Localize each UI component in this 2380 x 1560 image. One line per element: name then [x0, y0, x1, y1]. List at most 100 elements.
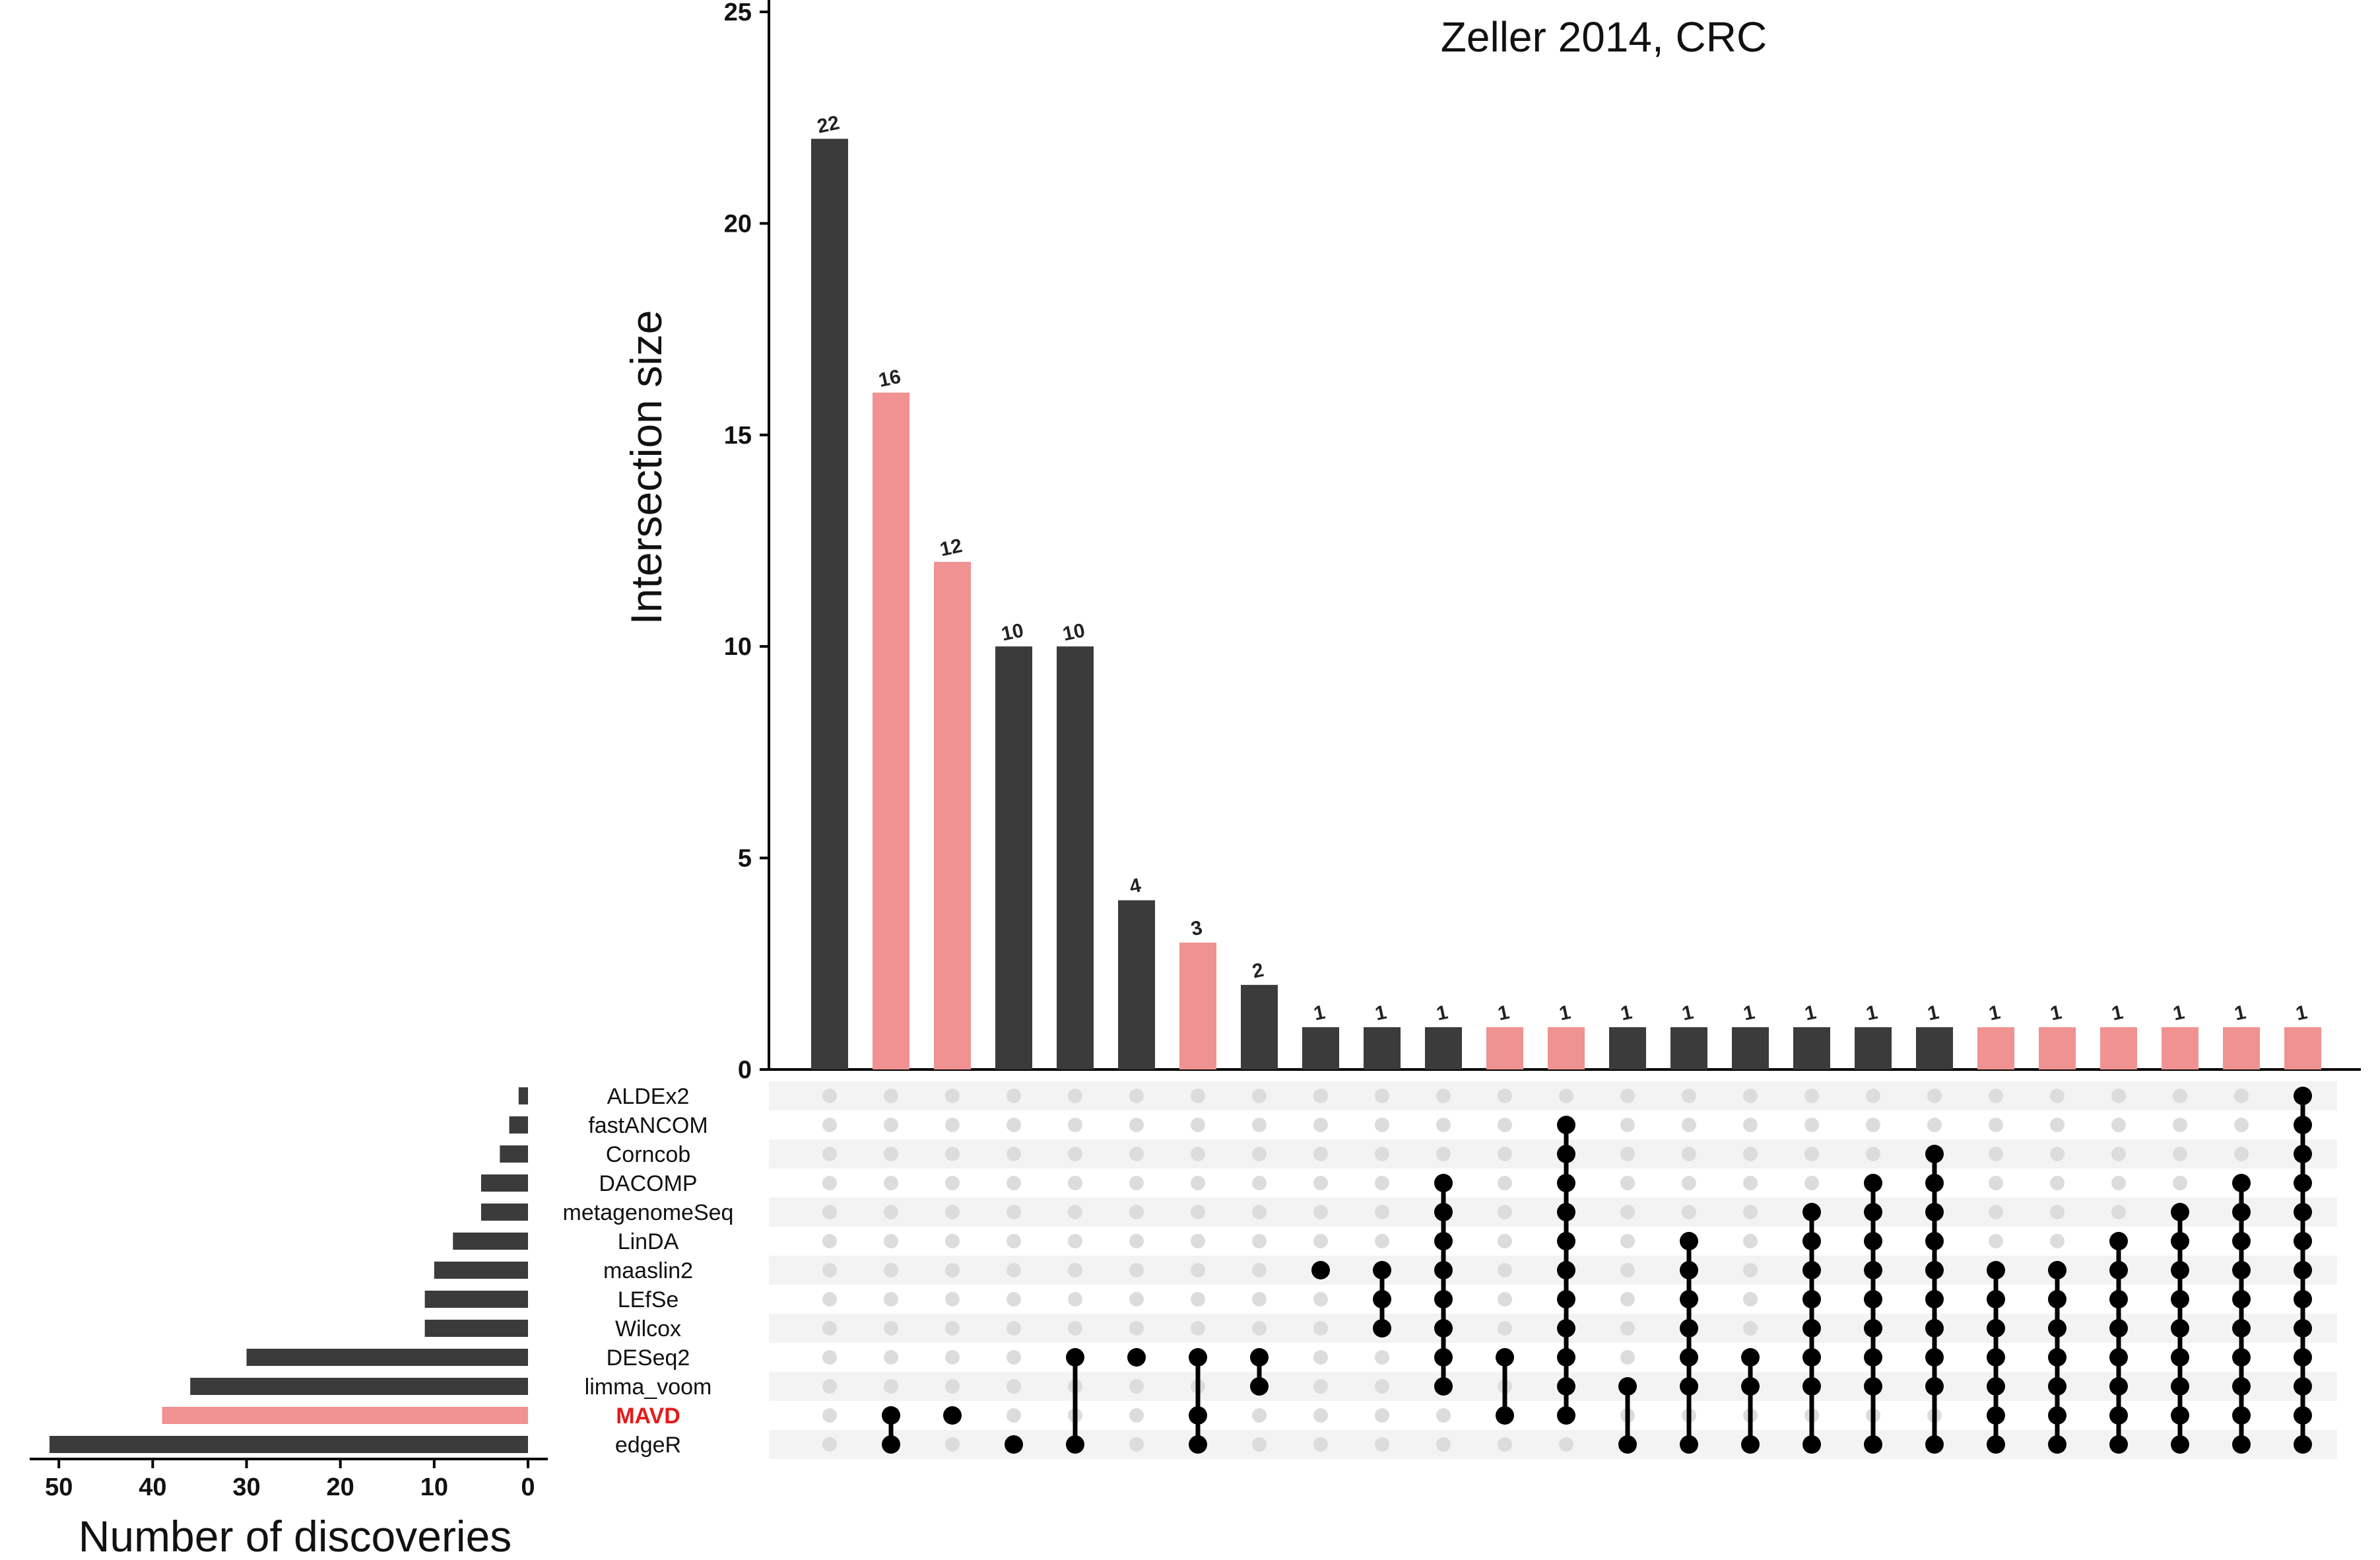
matrix-dot-empty	[1313, 1321, 1328, 1336]
matrix-dot-empty	[1620, 1147, 1635, 1161]
matrix-dot-empty	[1191, 1089, 1205, 1103]
matrix-dot-empty	[1375, 1205, 1389, 1219]
matrix-dot-empty	[1007, 1408, 1021, 1423]
matrix-dot-filled	[2294, 1435, 2312, 1454]
matrix-dot-empty	[1620, 1292, 1635, 1306]
set-name-label: edgeR	[615, 1433, 681, 1458]
matrix-dot-empty	[1129, 1379, 1144, 1394]
matrix-dot-empty	[822, 1321, 837, 1336]
set-size-bar	[480, 1204, 528, 1221]
matrix-dot-filled	[1618, 1435, 1637, 1454]
matrix-dot-empty	[1989, 1176, 2003, 1190]
matrix-dot-filled	[1496, 1348, 1514, 1367]
y-tick-label: 20	[724, 210, 752, 238]
matrix-dot-filled	[1802, 1319, 1821, 1338]
matrix-dot-filled	[2232, 1406, 2251, 1425]
matrix-dot-empty	[1682, 1147, 1696, 1161]
matrix-dot-empty	[1927, 1118, 1942, 1132]
matrix-dot-filled	[2232, 1232, 2251, 1250]
set-size-bar	[509, 1116, 528, 1134]
matrix-dot-filled	[1434, 1232, 1453, 1250]
matrix-dot-filled	[2294, 1232, 2312, 1250]
matrix-dot-empty	[1191, 1234, 1205, 1248]
matrix-dot-empty	[1007, 1350, 1021, 1365]
matrix-dot-filled	[1680, 1232, 1698, 1250]
matrix-dot-empty	[822, 1118, 837, 1132]
matrix-dot-empty	[1743, 1234, 1758, 1248]
matrix-dot-empty	[1252, 1321, 1267, 1336]
matrix-dot-empty	[1129, 1437, 1144, 1452]
matrix-dot-filled	[1680, 1290, 1698, 1308]
matrix-dot-empty	[1068, 1321, 1082, 1336]
intersection-bar	[1486, 1027, 1523, 1069]
matrix-dot-filled	[1189, 1348, 1207, 1367]
matrix-dot-empty	[1007, 1379, 1021, 1394]
matrix-dot-filled	[1557, 1348, 1575, 1367]
y-tick-label: 25	[724, 0, 752, 26]
matrix-dot-empty	[1804, 1118, 1819, 1132]
matrix-dot-empty	[1191, 1205, 1205, 1219]
set-size-bar	[50, 1436, 528, 1453]
matrix-dot-filled	[1864, 1377, 1882, 1396]
set-size-tick-label: 10	[420, 1474, 448, 1501]
matrix-dot-filled	[1864, 1290, 1882, 1308]
matrix-dot-empty	[822, 1292, 837, 1306]
matrix-dot-empty	[1191, 1118, 1205, 1132]
matrix-dot-filled	[2232, 1203, 2251, 1221]
matrix-dot-empty	[1129, 1292, 1144, 1306]
matrix-dot-empty	[822, 1350, 837, 1365]
matrix-dot-filled	[1741, 1435, 1760, 1454]
matrix-dot-empty	[1252, 1292, 1267, 1306]
matrix-dot-filled	[2048, 1261, 2066, 1279]
matrix-dot-filled	[1925, 1290, 1944, 1308]
matrix-dot-empty	[1498, 1321, 1512, 1336]
matrix-dot-empty	[945, 1089, 960, 1103]
matrix-dot-empty	[945, 1437, 960, 1452]
matrix-dot-empty	[2050, 1147, 2065, 1161]
bar-value-label: 1	[1925, 1001, 1940, 1025]
matrix-dot-empty	[1804, 1147, 1819, 1161]
matrix-dot-empty	[945, 1147, 960, 1161]
bar-value-label: 1	[1496, 1001, 1511, 1025]
matrix-dot-filled	[2232, 1435, 2251, 1454]
matrix-dot-empty	[1436, 1408, 1451, 1423]
matrix-dot-empty	[1129, 1205, 1144, 1219]
matrix-dot-empty	[945, 1292, 960, 1306]
matrix-dot-filled	[1925, 1203, 1944, 1221]
matrix-dot-filled	[1557, 1406, 1575, 1425]
intersection-bar	[2223, 1027, 2260, 1069]
intersection-bar	[811, 139, 848, 1070]
matrix-dot-empty	[945, 1118, 960, 1132]
matrix-dot-empty	[1068, 1118, 1082, 1132]
bar-value-label: 1	[1557, 1001, 1572, 1025]
matrix-dot-empty	[1375, 1408, 1389, 1423]
matrix-dot-filled	[2048, 1319, 2066, 1338]
bar-value-label: 22	[815, 112, 842, 137]
matrix-dot-filled	[1557, 1232, 1575, 1250]
matrix-dot-empty	[1313, 1408, 1328, 1423]
intersection-bar	[1425, 1027, 1462, 1069]
matrix-dot-filled	[2171, 1232, 2189, 1250]
matrix-dot-filled	[1127, 1348, 1146, 1367]
set-size-bar	[434, 1262, 528, 1279]
matrix-dot-empty	[1682, 1118, 1696, 1132]
matrix-dot-filled	[943, 1406, 962, 1425]
matrix-dot-filled	[2232, 1174, 2251, 1192]
matrix-dot-empty	[1252, 1147, 1267, 1161]
matrix-dot-filled	[1864, 1261, 1882, 1279]
matrix-dot-empty	[884, 1350, 898, 1365]
matrix-dot-filled	[1802, 1435, 1821, 1454]
matrix-dot-filled	[2109, 1290, 2128, 1308]
matrix-row-stripe	[769, 1198, 2337, 1227]
matrix-dot-filled	[1618, 1377, 1637, 1396]
matrix-dot-empty	[822, 1205, 837, 1219]
matrix-dot-filled	[1189, 1435, 1207, 1454]
matrix-dot-empty	[2050, 1118, 2065, 1132]
matrix-dot-empty	[1498, 1205, 1512, 1219]
intersection-bar	[1609, 1027, 1646, 1069]
intersection-bar	[1855, 1027, 1892, 1069]
matrix-dot-empty	[1129, 1176, 1144, 1190]
matrix-dot-empty	[1866, 1089, 1880, 1103]
matrix-dot-empty	[1989, 1205, 2003, 1219]
